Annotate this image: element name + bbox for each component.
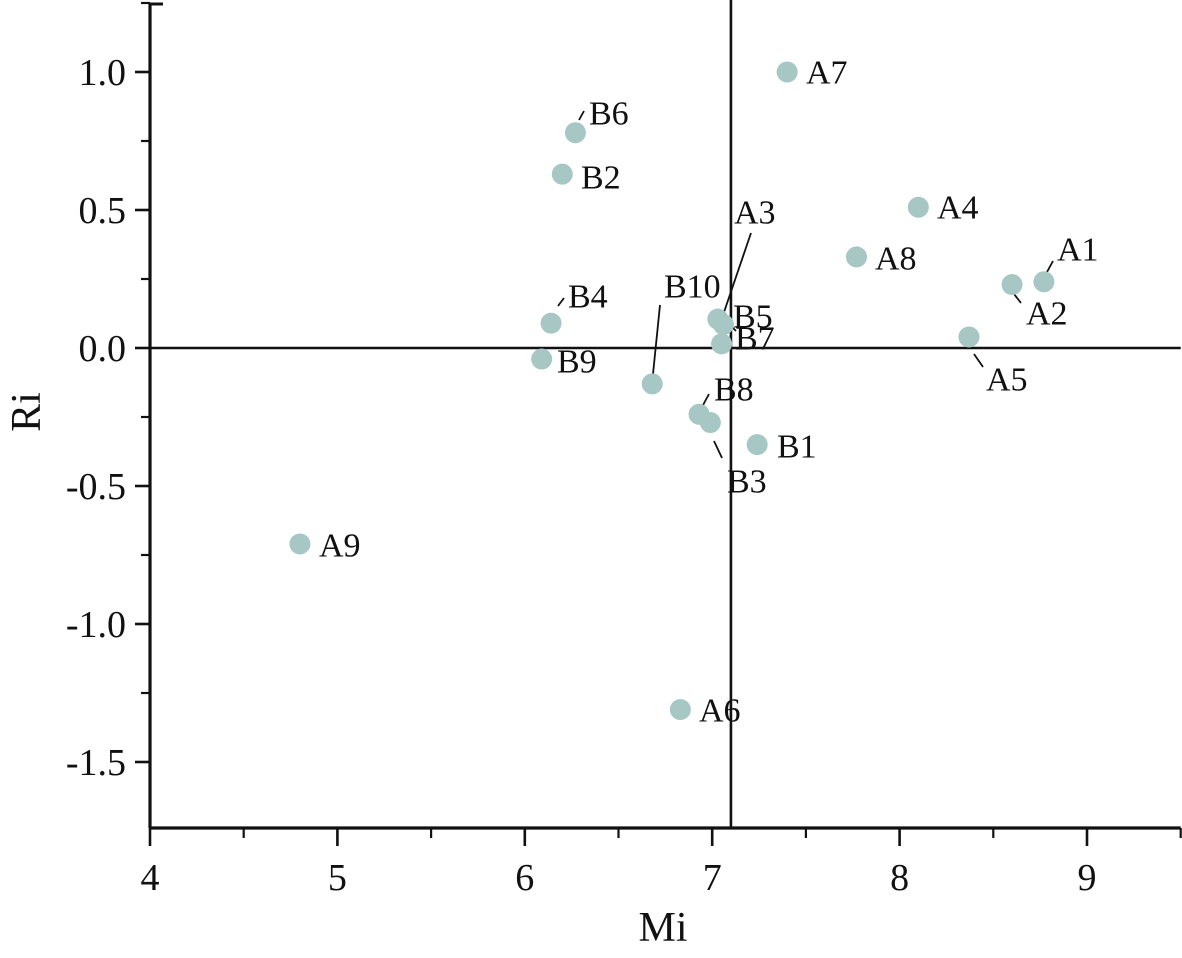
x-tick-label: 5 — [328, 857, 347, 899]
point-label-B7: B7 — [735, 321, 775, 358]
data-point-B8 — [688, 403, 710, 425]
point-label-B10: B10 — [664, 269, 721, 306]
reference-lines-layer — [150, 0, 1181, 828]
point-label-B4: B4 — [568, 279, 608, 316]
y-tick-label: -1.0 — [66, 604, 126, 646]
point-label-B2: B2 — [581, 160, 621, 197]
data-point-A2 — [1001, 274, 1023, 296]
point-label-B8: B8 — [714, 372, 754, 409]
data-point-A1 — [1033, 271, 1055, 293]
point-labels-layer: A1 A2 A3 A4 A5 A6 A7 A8 A9 B1 B2 B3 B4 B5 B6 B7 B8 B9 B10 — [319, 55, 1099, 730]
point-label-B3: B3 — [727, 464, 767, 501]
point-label-B1: B1 — [777, 429, 817, 466]
point-label-B5: B5 — [733, 299, 773, 336]
point-label-A1: A1 — [1057, 232, 1099, 269]
y-tick-label: -1.5 — [66, 742, 126, 784]
data-points-layer — [289, 61, 1055, 721]
leader-lines-layer — [557, 110, 1054, 459]
point-label-A2: A2 — [1026, 296, 1068, 333]
leader-line-A2 — [1013, 293, 1022, 304]
y-tick-label: -0.5 — [66, 466, 126, 508]
data-point-B4 — [540, 312, 562, 334]
data-point-B6 — [564, 122, 586, 144]
leader-line-B3 — [713, 440, 723, 459]
data-point-B2 — [551, 163, 573, 185]
point-label-A3: A3 — [734, 195, 776, 232]
data-point-A9 — [289, 533, 311, 555]
point-label-A7: A7 — [806, 55, 848, 92]
point-label-A4: A4 — [937, 190, 979, 227]
leader-line-A5 — [973, 353, 984, 368]
leader-line-A3 — [721, 232, 752, 319]
axes-layer — [148, 2, 1181, 830]
data-point-B1 — [746, 434, 768, 456]
data-point-A5 — [958, 326, 980, 348]
x-tick-label: 7 — [703, 857, 722, 899]
leader-line-B6 — [578, 110, 585, 121]
leader-line-A1 — [1046, 260, 1054, 273]
x-tick-label: 6 — [515, 857, 534, 899]
data-point-B7 — [711, 333, 733, 355]
data-point-A7 — [776, 61, 798, 83]
leader-line-B10 — [652, 304, 661, 375]
y-tick-label: 1.0 — [79, 52, 127, 94]
x-tick-label: 8 — [890, 857, 909, 899]
ticks-layer: 4 5 6 7 8 9 1.0 0.5 0.0 -0.5 -1.0 -1.5 — [66, 1, 1182, 899]
x-axis-title: Mi — [638, 905, 687, 951]
x-tick-label: 4 — [141, 857, 160, 899]
point-label-A6: A6 — [699, 693, 741, 730]
point-label-B6: B6 — [589, 96, 629, 133]
point-label-A9: A9 — [319, 528, 361, 565]
data-point-B9 — [531, 348, 553, 370]
data-point-B5 — [712, 314, 734, 336]
point-label-B9: B9 — [557, 344, 597, 381]
x-tick-label: 9 — [1078, 857, 1097, 899]
point-label-A8: A8 — [875, 241, 917, 278]
data-point-A6 — [669, 699, 691, 721]
y-axis-title: Ri — [4, 392, 50, 432]
data-point-B10 — [641, 373, 663, 395]
point-label-A5: A5 — [986, 362, 1028, 399]
data-point-A4 — [907, 196, 929, 218]
data-point-A8 — [845, 246, 867, 268]
y-tick-label: 0.0 — [79, 328, 127, 370]
leader-line-B4 — [557, 297, 565, 307]
y-tick-label: 0.5 — [79, 190, 127, 232]
